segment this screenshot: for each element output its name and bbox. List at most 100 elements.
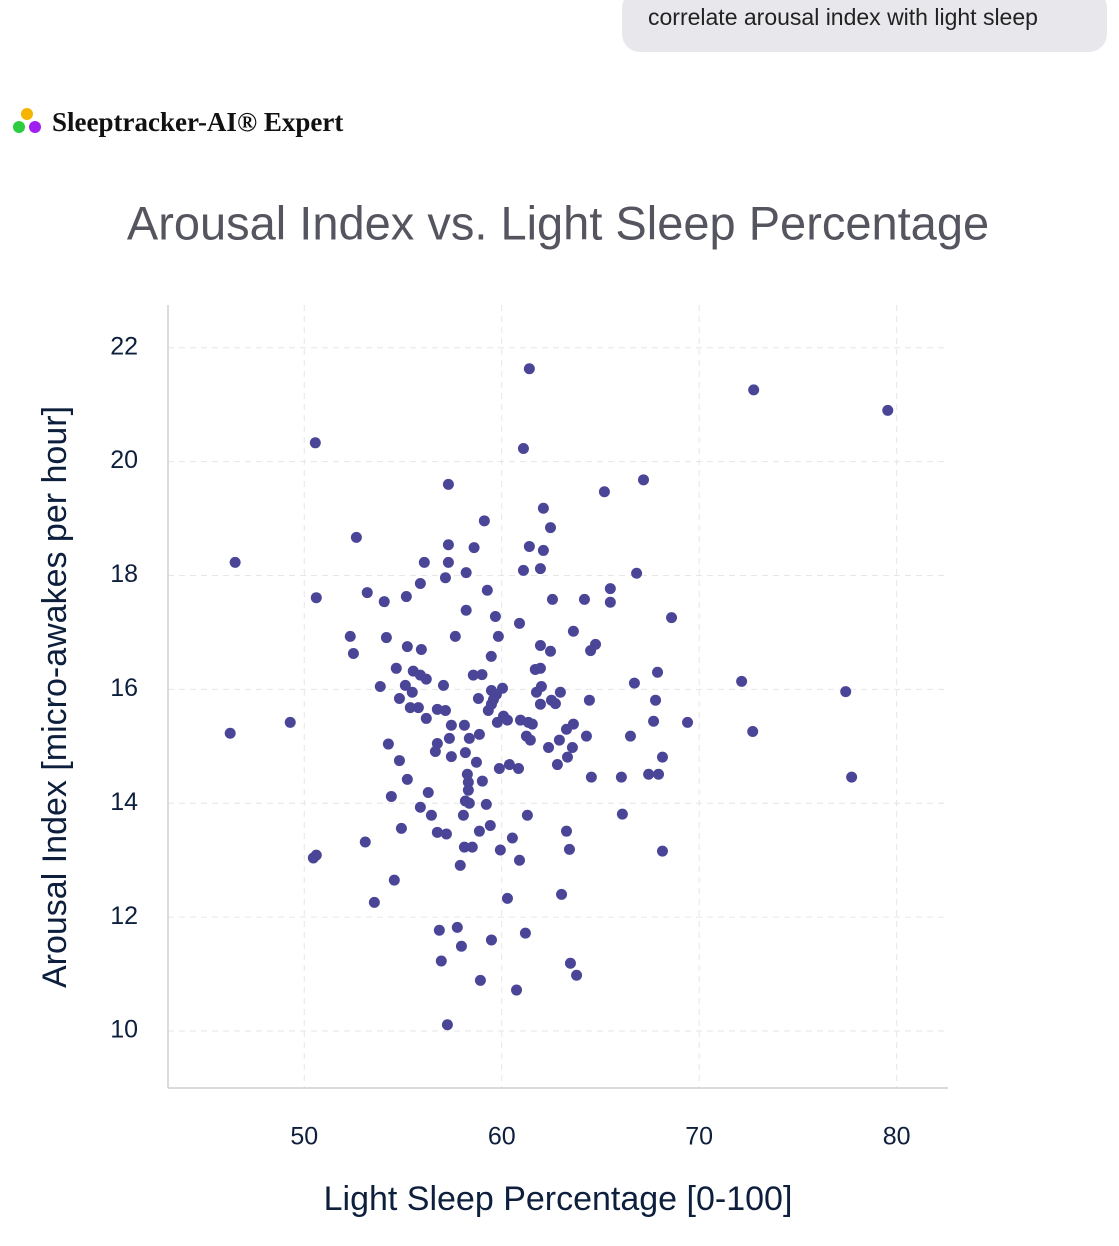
point (406, 686, 418, 698)
logo-dot (21, 108, 33, 120)
point (431, 826, 443, 838)
point (470, 756, 482, 768)
point (461, 768, 473, 780)
y-tick-label: 22 (110, 332, 138, 360)
point (449, 630, 461, 642)
point (442, 556, 454, 568)
point (455, 940, 467, 952)
point (492, 630, 504, 642)
point (529, 663, 541, 675)
x-tick-label: 60 (488, 1123, 516, 1151)
point (544, 645, 556, 657)
point (513, 763, 525, 775)
point (638, 474, 650, 486)
point (442, 478, 454, 490)
logo-dot (13, 121, 25, 133)
point (551, 759, 563, 771)
point (350, 531, 362, 543)
point (422, 786, 434, 798)
point (543, 741, 555, 753)
point (534, 640, 546, 652)
point (474, 974, 486, 986)
point (284, 716, 296, 728)
chart-title: Arousal Index vs. Light Sleep Percentage (127, 196, 989, 249)
x-tick-label: 70 (685, 1123, 713, 1151)
point (583, 694, 595, 706)
point (534, 698, 546, 710)
point (442, 539, 454, 551)
point (458, 719, 470, 731)
point (534, 563, 546, 575)
point (567, 625, 579, 637)
point (571, 969, 583, 981)
point (530, 686, 542, 698)
brand-name: Sleeptracker-AI® Expert (52, 106, 344, 137)
point (462, 776, 474, 788)
point (585, 771, 597, 783)
y-tick-label: 10 (110, 1016, 138, 1044)
point (224, 727, 236, 739)
point (519, 927, 531, 939)
user-message: correlate arousal index with light sleep (622, 0, 1107, 52)
point (513, 617, 525, 629)
point (501, 892, 513, 904)
point (604, 596, 616, 608)
point (414, 577, 426, 589)
point (747, 726, 759, 738)
point (378, 596, 390, 608)
point (643, 768, 655, 780)
point (445, 719, 457, 731)
point (468, 542, 480, 554)
point (485, 650, 497, 662)
point (399, 679, 411, 691)
point (493, 763, 505, 775)
point (513, 854, 525, 866)
point (443, 732, 455, 744)
point (445, 751, 457, 763)
point (433, 924, 445, 936)
point (604, 583, 616, 595)
point (521, 809, 533, 821)
point (390, 662, 402, 674)
point (466, 841, 478, 853)
point (578, 593, 590, 605)
point (388, 874, 400, 886)
point (652, 666, 664, 678)
point (560, 825, 572, 837)
y-axis-label: Arousal Index [micro-awakes per hour] (36, 406, 74, 988)
point (393, 692, 405, 704)
point (491, 716, 503, 728)
point (526, 718, 538, 730)
point (485, 934, 497, 946)
point (656, 845, 668, 857)
point (554, 686, 566, 698)
point (561, 751, 573, 763)
point (482, 704, 494, 716)
point (459, 747, 471, 759)
point (414, 801, 426, 813)
point (473, 825, 485, 837)
point (476, 775, 488, 787)
point (628, 677, 640, 689)
point (580, 730, 592, 742)
point (484, 819, 496, 831)
point (523, 363, 535, 375)
point (524, 734, 536, 746)
point (489, 610, 501, 622)
point (560, 723, 572, 735)
x-tick-label: 50 (290, 1123, 318, 1151)
point (517, 443, 529, 455)
point (439, 572, 451, 584)
point (418, 556, 430, 568)
point (472, 692, 484, 704)
point (494, 844, 506, 856)
point (523, 540, 535, 552)
point (374, 681, 386, 693)
point (460, 604, 472, 616)
point (359, 836, 371, 848)
point (517, 564, 529, 576)
point (395, 822, 407, 834)
y-tick-label: 12 (110, 902, 138, 930)
point (420, 673, 432, 685)
